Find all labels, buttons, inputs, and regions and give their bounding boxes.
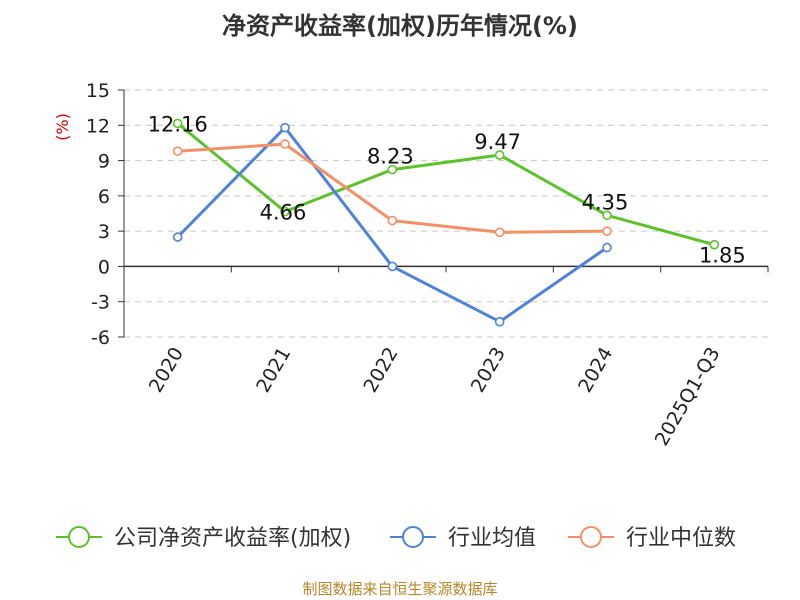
chart-title: 净资产收益率(加权)历年情况(%): [222, 12, 578, 40]
data-point: [494, 316, 505, 327]
legend-marker: [580, 526, 602, 548]
legend-marker: [402, 526, 424, 548]
x-tick-label: 2023: [467, 343, 510, 396]
data-point: [280, 122, 290, 133]
y-tick-label: 9: [98, 151, 110, 173]
y-axis-unit: (%): [53, 113, 72, 141]
data-point: [387, 164, 398, 175]
data-point: [709, 239, 720, 250]
x-tick-label: 2021: [252, 344, 295, 397]
data-label: 4.35: [582, 190, 629, 214]
data-point: [387, 261, 398, 272]
series-points: [172, 118, 720, 327]
data-point: [602, 226, 612, 236]
x-tick-label: 2020: [145, 344, 188, 397]
data-point: [494, 150, 505, 160]
data-point: [602, 210, 612, 221]
data-point: [172, 118, 183, 129]
legend-label: 行业中位数: [626, 526, 736, 551]
data-point: [280, 139, 290, 149]
data-label: 12.16: [148, 112, 208, 136]
data-point: [387, 215, 398, 226]
source-note: 制图数据来自恒生聚源数据库: [302, 580, 498, 598]
y-tick-label: 12: [86, 115, 110, 137]
y-tick-label: 0: [98, 256, 110, 278]
data-label: 1.85: [699, 244, 746, 268]
data-point: [602, 242, 612, 253]
data-label: 9.47: [474, 130, 521, 154]
series-line: [176, 122, 715, 247]
legend-label: 公司净资产收益率(加权): [114, 526, 351, 551]
x-tick-label: 2022: [359, 344, 402, 397]
legend-marker: [68, 526, 90, 548]
y-tick-label: -6: [91, 327, 110, 349]
legend: 公司净资产收益率(加权) 行业均值 行业中位数: [56, 526, 736, 551]
x-tick-label: 2025Q1-Q3: [651, 344, 725, 450]
y-tick-label: 6: [98, 186, 110, 208]
y-tick-label: -3: [91, 292, 110, 314]
data-point: [172, 146, 183, 156]
legend-label: 行业均值: [448, 526, 536, 551]
series-lines: [176, 122, 715, 324]
x-tick-label: 2024: [574, 344, 617, 397]
y-tick-label: 3: [98, 221, 110, 243]
data-label: 4.66: [260, 201, 307, 225]
data-point: [494, 227, 505, 238]
y-tick-labels: 15 12 9 6 3 0 -3 -6: [86, 80, 110, 349]
data-labels: 12.16 4.66 8.23 9.47 4.35 1.85: [148, 112, 746, 267]
grid-lines: [124, 89, 768, 338]
y-tick-label: 15: [86, 80, 110, 102]
x-tick-labels: 2020 2021 2022 2023 2024 2025Q1-Q3: [145, 343, 725, 449]
data-label: 8.23: [367, 145, 414, 169]
data-point: [172, 232, 183, 242]
data-point: [280, 206, 290, 217]
axes: [118, 89, 769, 338]
